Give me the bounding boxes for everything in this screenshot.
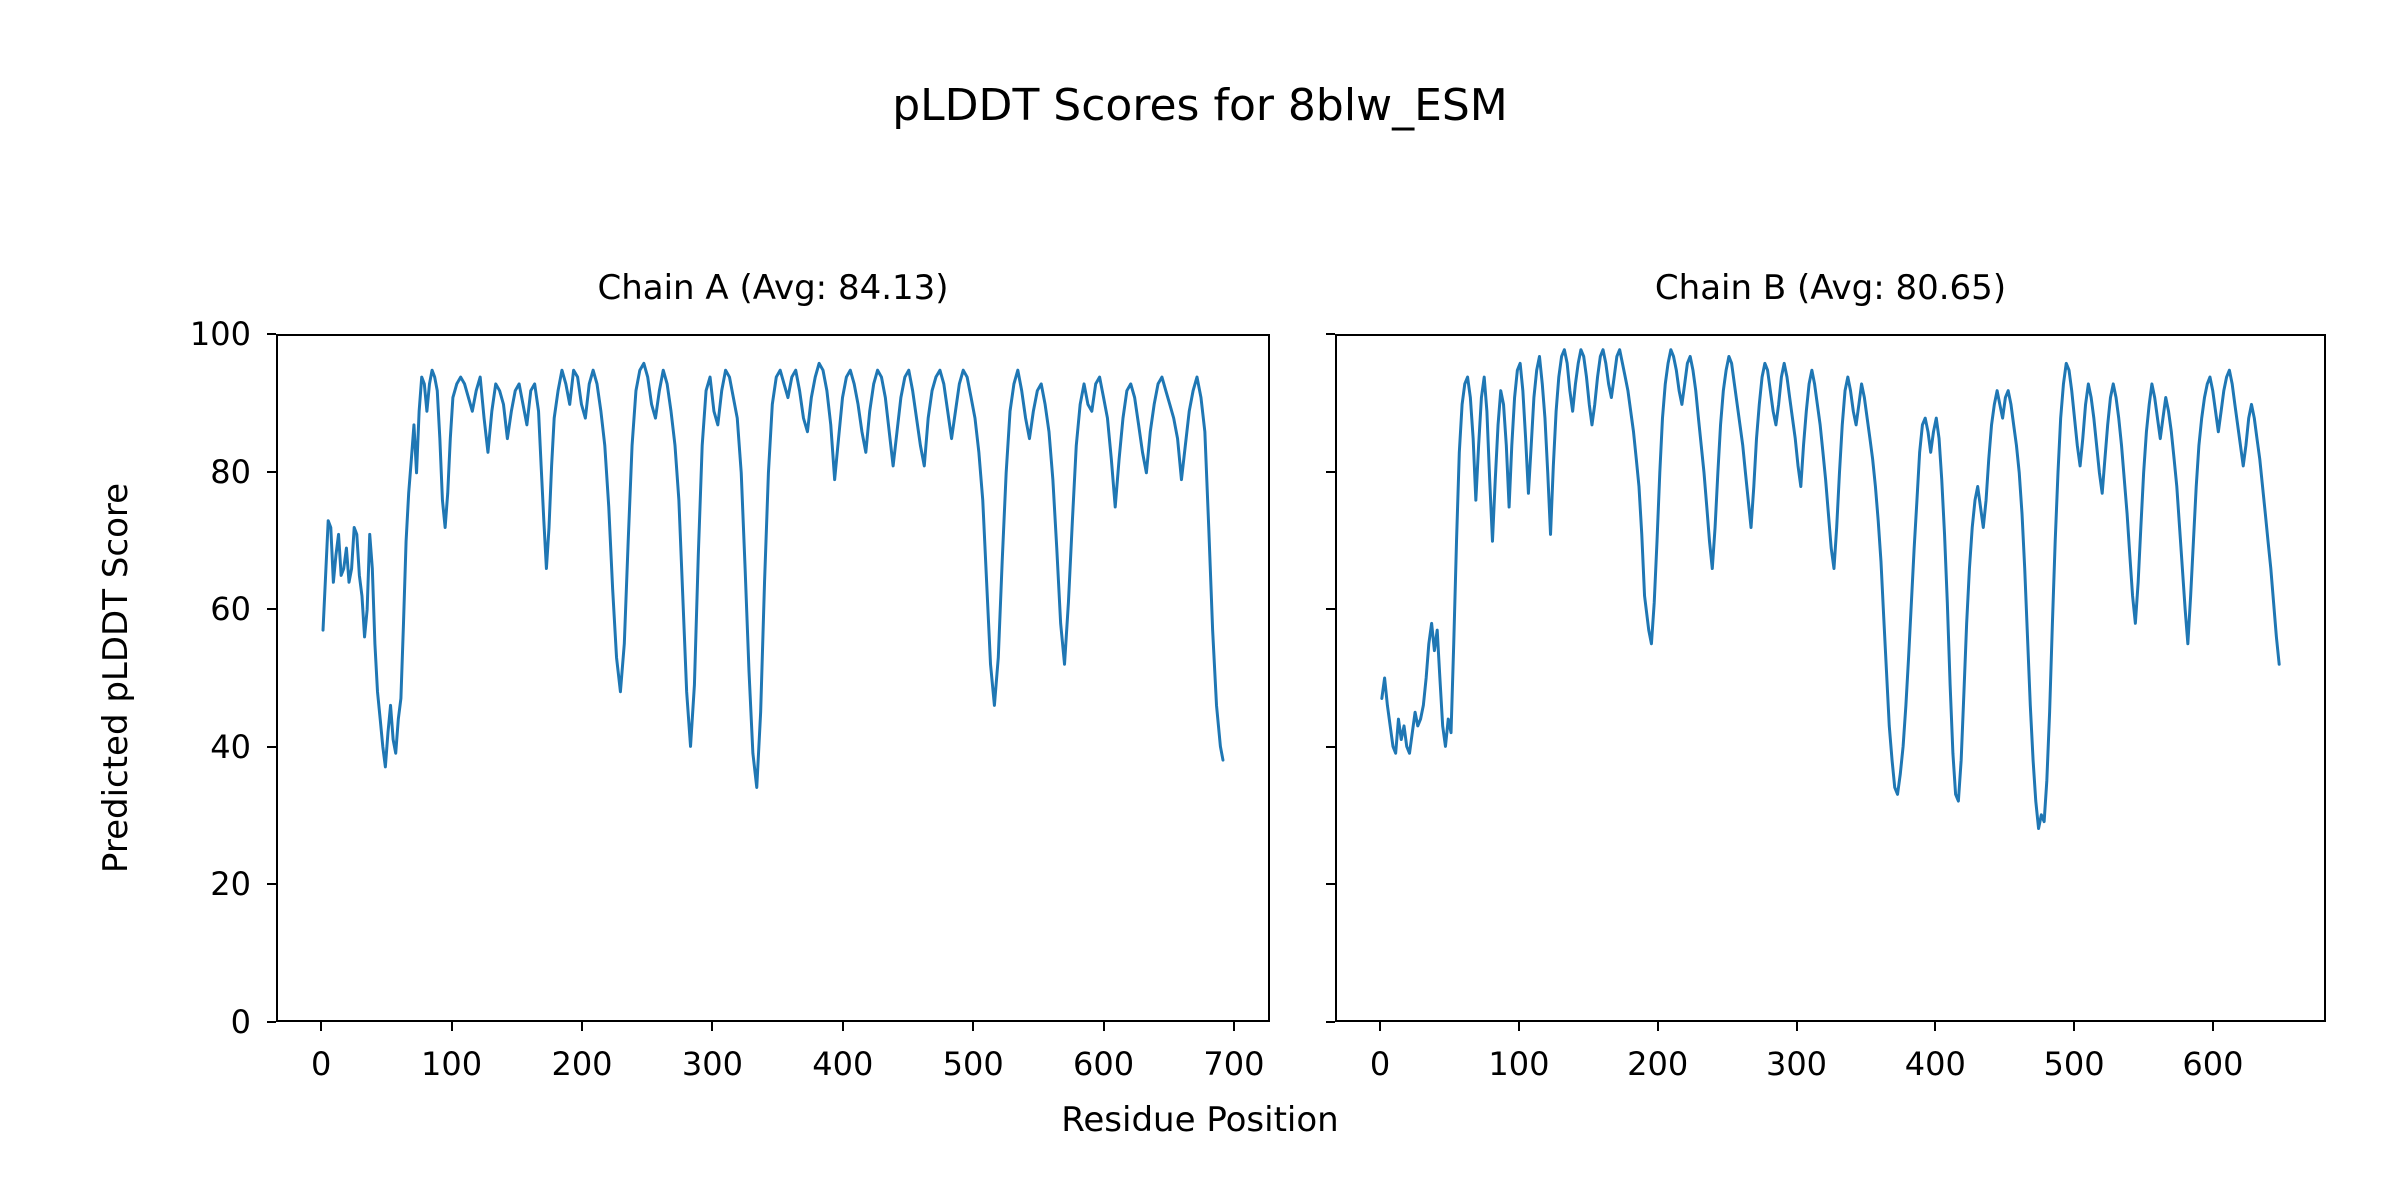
x-tick-mark [972, 1022, 975, 1031]
y-tick-mark [1326, 745, 1335, 748]
x-tick-mark [1795, 1022, 1798, 1031]
x-tick-label: 300 [681, 1045, 743, 1083]
x-tick-label: 600 [1073, 1045, 1135, 1083]
x-tick-mark [841, 1022, 844, 1031]
x-tick-label: 200 [1627, 1045, 1689, 1083]
x-tick-mark [450, 1022, 453, 1031]
chain-a-subplot-title: Chain A (Avg: 84.13) [597, 268, 949, 308]
x-tick-label: 100 [1488, 1045, 1550, 1083]
y-tick-mark [267, 745, 276, 748]
chain-a-plddt-line [321, 361, 1225, 789]
chain-a-plot-canvas [321, 361, 1225, 789]
x-tick-label: 500 [2043, 1045, 2105, 1083]
y-axis-label: Predicted pLDDT Score [96, 482, 136, 874]
x-tick-mark [1379, 1022, 1381, 1031]
x-tick-label: 300 [1765, 1045, 1828, 1083]
chain-b-plot-canvas [1380, 348, 2281, 831]
x-tick-label: 400 [1904, 1045, 1966, 1083]
x-tick-label: 0 [311, 1045, 332, 1083]
y-tick-mark [267, 883, 276, 886]
chain-b-subplot-title: Chain B (Avg: 80.65) [1654, 268, 2007, 308]
y-tick-mark [1326, 470, 1335, 473]
y-tick-mark [1326, 333, 1335, 335]
chain-b-plddt-line [1380, 348, 2281, 831]
x-tick-mark [711, 1022, 714, 1031]
x-tick-mark [581, 1022, 583, 1031]
y-tick-mark [267, 1021, 276, 1023]
y-tick-label: 20 [210, 865, 251, 904]
x-tick-label: 500 [942, 1045, 1004, 1083]
x-tick-mark [1102, 1022, 1105, 1031]
x-tick-mark [1517, 1022, 1520, 1031]
y-tick-label: 80 [210, 452, 251, 491]
x-tick-mark [1934, 1022, 1937, 1031]
y-tick-mark [267, 470, 276, 473]
x-axis-label: Residue Position [1061, 1100, 1339, 1140]
y-tick-label: 0 [230, 1003, 251, 1041]
x-tick-label: 0 [1369, 1045, 1391, 1083]
x-tick-label: 100 [421, 1045, 483, 1083]
y-tick-mark [1326, 883, 1335, 886]
y-tick-label: 100 [189, 315, 251, 353]
x-tick-label: 600 [2182, 1045, 2244, 1083]
x-tick-label: 400 [812, 1045, 874, 1083]
x-tick-mark [2211, 1022, 2214, 1031]
x-tick-label: 200 [551, 1045, 613, 1083]
x-tick-mark [1656, 1022, 1659, 1031]
x-tick-mark [1232, 1022, 1235, 1031]
y-tick-label: 40 [210, 727, 251, 766]
chain-b-plot-area [1335, 334, 2326, 1022]
y-tick-mark [267, 608, 276, 611]
chain-a-plot-area [276, 334, 1270, 1022]
y-tick-mark [1326, 608, 1335, 611]
y-tick-label: 60 [210, 590, 251, 629]
x-tick-label: 700 [1203, 1045, 1265, 1083]
x-tick-mark [2073, 1022, 2076, 1031]
figure-title: pLDDT Scores for 8blw_ESM [892, 80, 1508, 131]
x-tick-mark [320, 1022, 323, 1031]
y-tick-mark [1326, 1021, 1335, 1023]
y-tick-mark [267, 333, 276, 335]
